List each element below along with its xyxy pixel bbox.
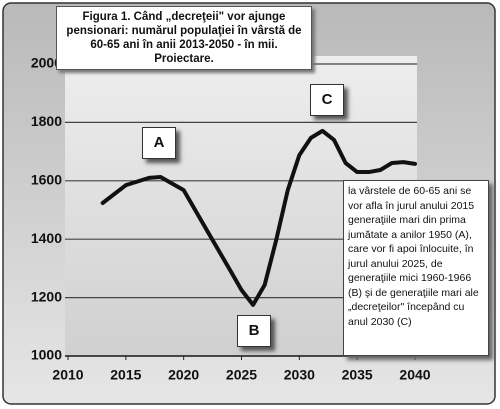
x-tick-label: 2015 [110,367,141,383]
y-tick-label: 1000 [31,347,62,363]
y-tick-label: 2000 [31,55,62,71]
note: la vârstele de 60-65 ani se vor afla în … [343,180,489,356]
x-tick-label: 2035 [342,367,373,383]
y-tick-label: 1800 [31,113,62,129]
x-tick-label: 2030 [284,367,315,383]
x-tick-label: 2020 [168,367,199,383]
y-tick-label: 1400 [31,230,62,246]
x-tick-label: 2040 [399,367,430,383]
y-tick-label: 1200 [31,288,62,304]
annotation-label: B [237,315,271,347]
x-tick-label: 2025 [226,367,257,383]
data-line [100,128,417,307]
annotation-label: A [142,127,176,159]
x-tick-label: 2010 [52,367,83,383]
chart-title: Figura 1. Când „decreţeii" vor ajunge pe… [56,6,312,70]
annotation-label: C [310,84,344,116]
y-tick-label: 1600 [31,172,62,188]
